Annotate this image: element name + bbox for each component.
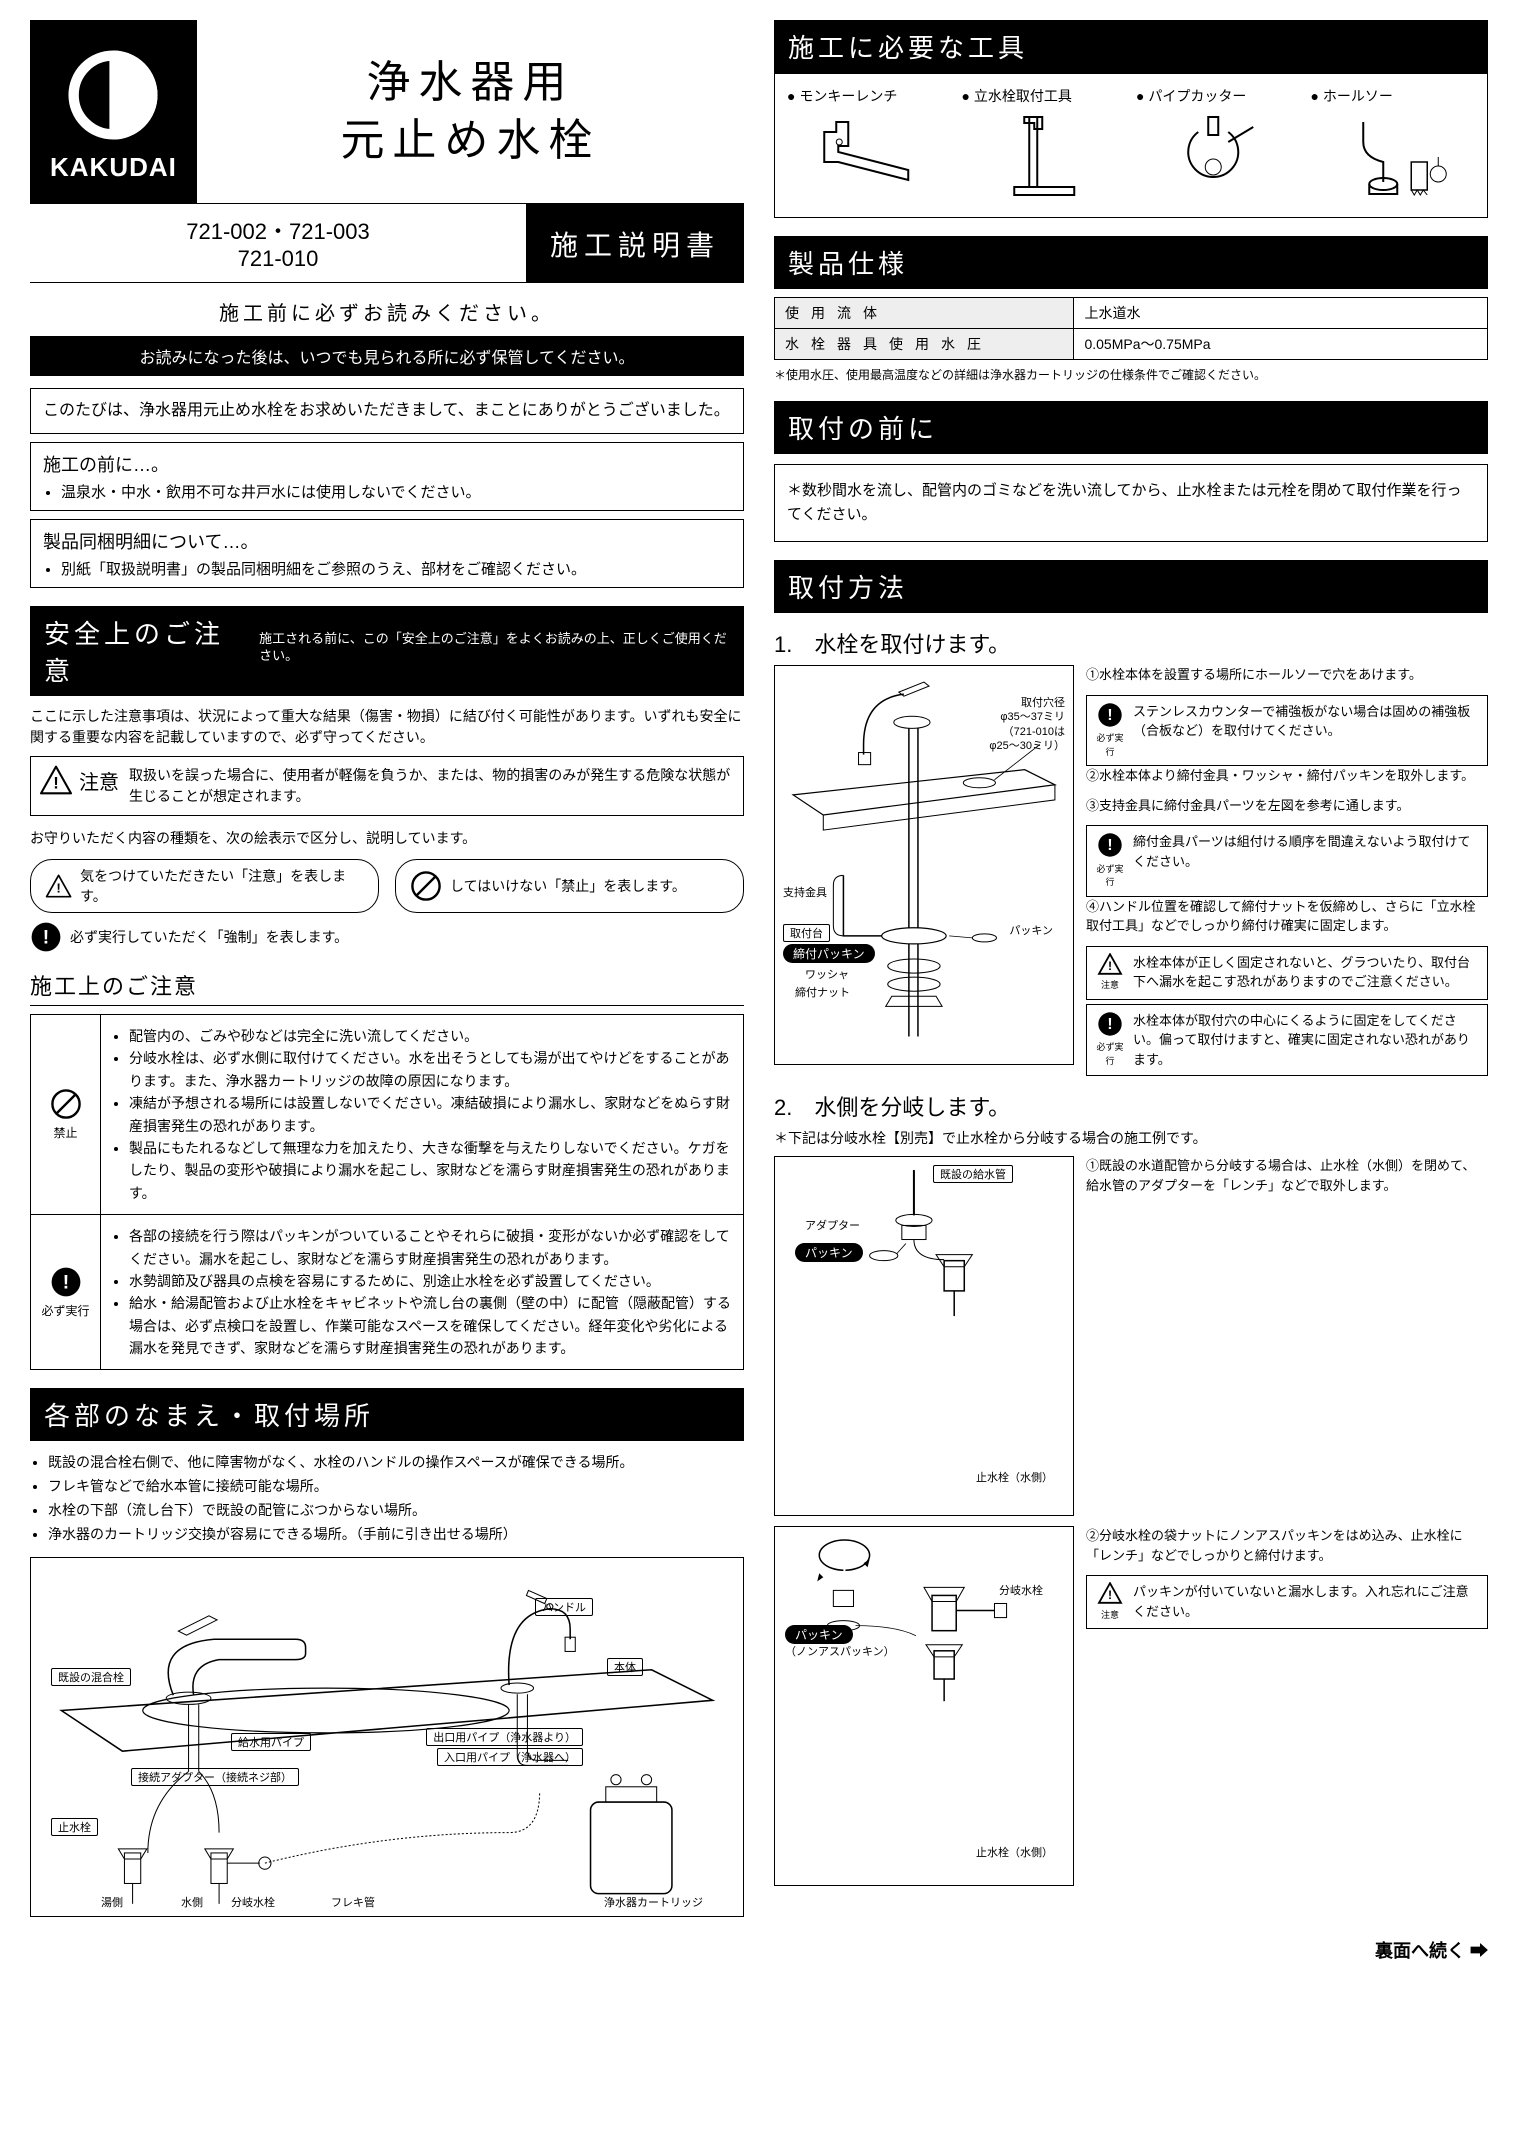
caution-definition: ! 注意 取扱いを誤った場合に、使用者が軽傷を負うか、または、物的損害のみが発生… <box>30 756 744 816</box>
tools-box: ● モンキーレンチ ● 立水栓取付工具 ● パイプカッター <box>774 73 1488 218</box>
legend-intro: お守りいただく内容の種類を、次の絵表示で区分し、説明しています。 <box>30 828 744 849</box>
legend-mandatory: ! 必ず実行していただく「強制」を表します。 <box>30 921 744 953</box>
svg-text:!: ! <box>53 773 59 792</box>
wrench-icon <box>787 112 952 202</box>
step1-instructions: ①水栓本体を設置する場所にホールソーで穴をあけます。!必ず実行ステンレスカウンタ… <box>1086 665 1488 1076</box>
basin-wrench-icon <box>962 112 1127 202</box>
pipe-cutter-icon <box>1136 112 1301 202</box>
mandatory-icon: ! <box>50 1266 82 1298</box>
spec-table: 使用流体上水道水 水栓器具使用水圧0.05MPa～0.75MPa <box>774 297 1488 360</box>
thanks-text: このたびは、浄水器用元止め水栓をお求めいただきまして、まことにありがとうございま… <box>30 388 744 434</box>
svg-text:!: ! <box>43 927 49 948</box>
step2-diagram-2: 分岐水栓 パッキン （ノンアスパッキン） 止水栓（水側） <box>774 1526 1074 1886</box>
parts-diagram: 既設の混合栓 ハンドル 本体 給水用パイプ 出口用パイプ（浄水器より） 入口用パ… <box>30 1557 744 1917</box>
read-before: 施工前に必ずお読みください。 <box>30 283 744 336</box>
mandatory-icon: ! <box>30 921 62 953</box>
legend-caution: ! 気をつけていただきたい「注意」を表します。 <box>30 859 379 913</box>
legend-prohibit: してはいけない「禁止」を表します。 <box>395 859 744 913</box>
safety-section-header: 安全上のご注意 施工される前に、この「安全上のご注意」をよくお読みの上、正しくご… <box>30 606 744 696</box>
svg-text:!: ! <box>1108 959 1112 973</box>
package-detail-box: 製品同梱明細について…。 別紙「取扱説明書」の製品同梱明細をご参照のうえ、部材を… <box>30 519 744 588</box>
svg-text:!: ! <box>62 1272 68 1293</box>
main-title-l1: 浄水器用 <box>366 54 574 111</box>
parts-location-list: 既設の混合栓右側で、他に障害物がなく、水栓のハンドルの操作スペースが確保できる場… <box>30 1451 744 1546</box>
spec-note: ＊使用水圧、使用最高温度などの詳細は浄水器カートリッジの仕様条件でご確認ください… <box>774 366 1488 383</box>
svg-text:!: ! <box>1107 1016 1112 1033</box>
brand-name: KAKUDAI <box>50 152 177 183</box>
main-title-block: 浄水器用 元止め水栓 <box>197 20 744 203</box>
hole-saw-icon <box>1311 112 1476 202</box>
step2-diagram-1: 既設の給水管 アダプター パッキン 止水栓（水側） <box>774 1156 1074 1516</box>
model-numbers: 721-002・721-003 721-010 <box>30 204 526 283</box>
svg-text:!: ! <box>1107 837 1112 854</box>
prohibit-icon <box>410 870 442 902</box>
step2-title: 2. 水側を分岐します。 <box>774 1090 1488 1122</box>
install-caution-title: 施工上のご注意 <box>30 969 744 1006</box>
step1-title: 1. 水栓を取付けます。 <box>774 627 1488 659</box>
step2-note: ＊下記は分岐水栓【別売】で止水栓から分岐する場合の施工例です。 <box>774 1128 1488 1148</box>
preinstall-header: 取付の前に <box>774 401 1488 454</box>
svg-text:!: ! <box>56 881 60 896</box>
preinstall-text: ＊数秒間水を流し、配管内のゴミなどを洗い流してから、止水栓または元栓を閉めて取付… <box>774 464 1488 542</box>
caution-triangle-icon: ! <box>1097 1582 1123 1604</box>
step2-instruction-1: ①既設の水道配管から分岐する場合は、止水栓（水側）を閉めて、給水管のアダプターを… <box>1086 1156 1488 1516</box>
parts-section-header: 各部のなまえ・取付場所 <box>30 1388 744 1441</box>
doc-type-label: 施工説明書 <box>526 204 744 283</box>
footer-continue: 裏面へ続く ➡ <box>0 1927 1518 1983</box>
caution-triangle-icon: ! <box>39 765 73 795</box>
prohibit-icon <box>50 1088 82 1120</box>
svg-text:!: ! <box>1107 707 1112 724</box>
safety-intro: ここに示した注意事項は、状況によって重大な結果（傷害・物損）に結び付く可能性があ… <box>30 706 744 748</box>
caution-triangle-icon: ! <box>45 874 72 898</box>
method-header: 取付方法 <box>774 560 1488 613</box>
caution-table: 禁止 配管内の、ごみや砂などは完全に洗い流してください。分岐水栓は、必ず水側に取… <box>30 1014 744 1370</box>
svg-text:!: ! <box>1108 1588 1112 1602</box>
tools-section-header: 施工に必要な工具 <box>774 20 1488 73</box>
step1-diagram: 取付穴径 φ35～37ミリ （721-010は φ25～30ミリ） 支持金具 取… <box>774 665 1074 1065</box>
spec-section-header: 製品仕様 <box>774 236 1488 289</box>
brand-logo-block: KAKUDAI <box>30 20 197 203</box>
main-title-l2: 元止め水栓 <box>340 112 600 169</box>
keep-note: お読みになった後は、いつでも見られる所に必ず保管してください。 <box>30 336 744 376</box>
kakudai-logo-icon-overlay <box>68 50 158 140</box>
step2-instruction-2: ②分岐水栓の袋ナットにノンアスパッキンをはめ込み、止水栓に「レンチ」などでしっか… <box>1086 1526 1488 1886</box>
before-construction-box: 施工の前に…。 温泉水・中水・飲用不可な井戸水には使用しないでください。 <box>30 442 744 511</box>
parts-diagram-svg <box>41 1568 733 1914</box>
